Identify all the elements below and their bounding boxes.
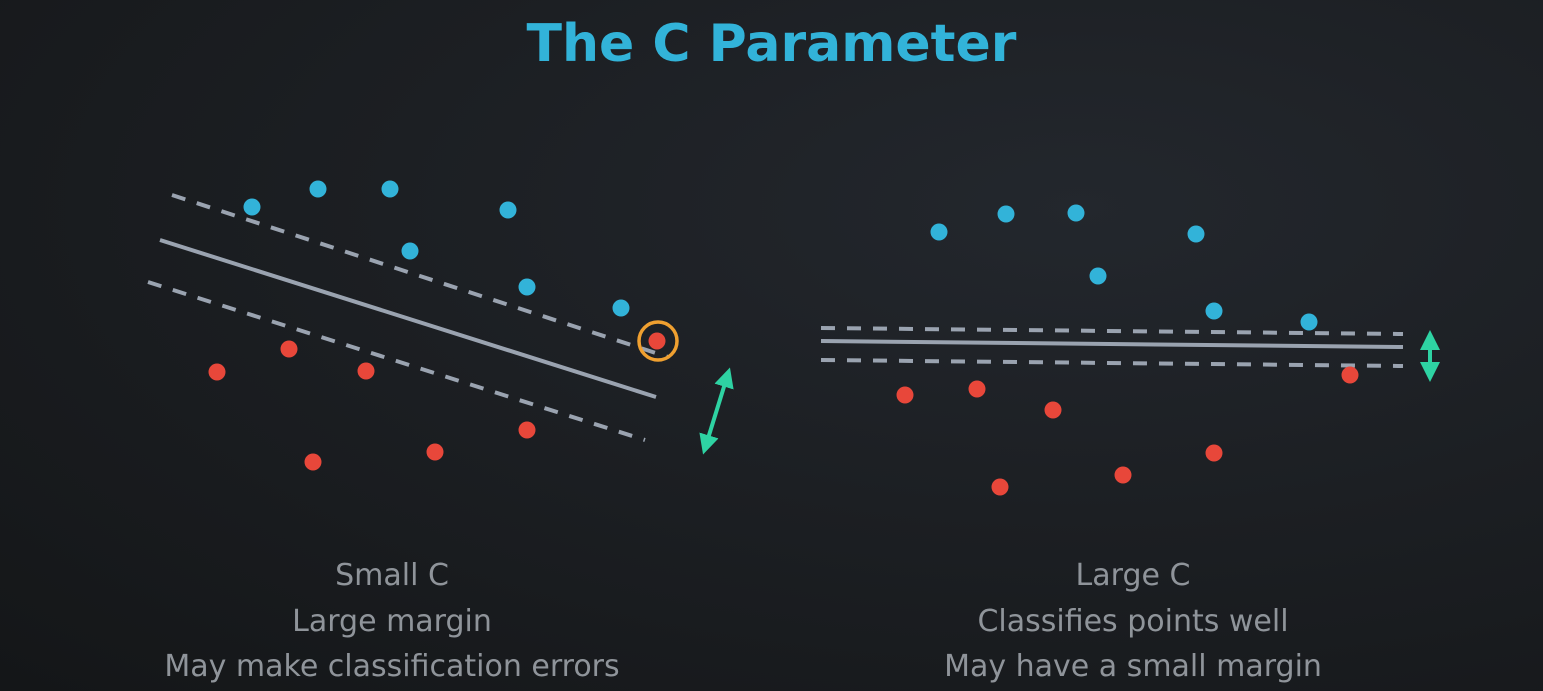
decision-boundary-line	[159, 238, 657, 399]
blue-point	[401, 242, 419, 260]
blue-point	[997, 205, 1015, 223]
lower-margin-line	[820, 358, 1404, 368]
red-point	[304, 453, 322, 471]
misclassified-highlight-ring	[637, 320, 679, 362]
blue-point	[1187, 225, 1205, 243]
caption-line: May make classification errors	[164, 649, 620, 684]
red-point	[1205, 444, 1223, 462]
blue-point	[930, 223, 948, 241]
blue-point	[381, 180, 399, 198]
panel-large-c	[820, 204, 1440, 496]
blue-point	[612, 299, 630, 317]
blue-point	[1089, 267, 1107, 285]
red-point	[648, 332, 666, 350]
blue-point	[243, 198, 261, 216]
lower-margin-line	[147, 280, 646, 442]
blue-point	[1067, 204, 1085, 222]
red-point	[208, 363, 226, 381]
blue-point	[518, 278, 536, 296]
red-point	[1044, 401, 1062, 419]
decision-boundary-line	[820, 339, 1404, 349]
red-point	[1341, 366, 1359, 384]
red-point	[968, 380, 986, 398]
blue-point	[1205, 302, 1223, 320]
caption-small-c: Small C Large margin May make classifica…	[42, 553, 742, 690]
red-point	[426, 443, 444, 461]
margin-width-arrow	[699, 367, 734, 455]
red-point	[357, 362, 375, 380]
panel-small-c	[147, 180, 734, 471]
upper-margin-line	[171, 193, 669, 359]
blue-point	[1300, 313, 1318, 331]
caption-large-c: Large C Classifies points well May have …	[783, 553, 1483, 690]
caption-line: Small C	[335, 558, 449, 593]
caption-line: Large margin	[292, 603, 492, 639]
red-point	[518, 421, 536, 439]
slide-title: The C Parameter	[526, 14, 1017, 74]
red-point	[991, 478, 1009, 496]
caption-line: May have a small margin	[944, 649, 1322, 684]
caption-line: Large C	[1075, 558, 1191, 593]
red-point	[280, 340, 298, 358]
red-point	[896, 386, 914, 404]
red-point	[1114, 466, 1132, 484]
upper-margin-line	[820, 326, 1404, 336]
caption-line: Classifies points well	[977, 603, 1289, 639]
blue-point	[309, 180, 327, 198]
blue-point	[499, 201, 517, 219]
